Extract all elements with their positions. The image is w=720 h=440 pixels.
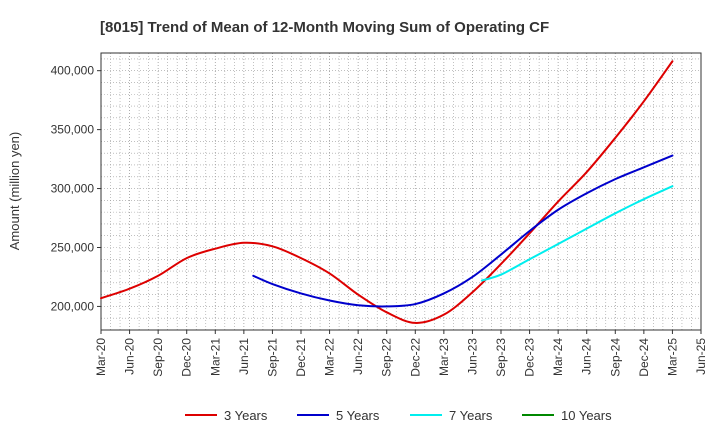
x-tick-label: Mar-23 — [437, 338, 451, 376]
x-tick-label: Jun-23 — [465, 338, 479, 375]
x-tick-label: Dec-21 — [294, 338, 308, 377]
legend-label-7-years: 7 Years — [449, 408, 493, 423]
chart-title: [8015] Trend of Mean of 12-Month Moving … — [100, 19, 549, 36]
x-tick-label: Mar-25 — [665, 338, 679, 376]
x-tick-label: Jun-20 — [123, 338, 137, 375]
legend-label-5-years: 5 Years — [336, 408, 380, 423]
y-tick-label: 200,000 — [51, 299, 95, 313]
x-tick-label: Sep-21 — [265, 338, 279, 377]
x-tick-label: Sep-22 — [380, 338, 394, 377]
x-tick-label: Mar-20 — [94, 338, 108, 376]
x-tick-label: Dec-23 — [523, 338, 537, 377]
series-line-7-years — [480, 185, 674, 282]
x-tick-label: Jun-22 — [351, 338, 365, 375]
plot-area: 200,000 250,000 300,000 350,000 400,000 Mar-2… — [51, 52, 708, 377]
legend-label-3-years: 3 Years — [224, 408, 268, 423]
y-tick-label: 300,000 — [51, 182, 95, 196]
x-tick-label: Mar-22 — [323, 338, 337, 376]
y-tick-label: 350,000 — [51, 123, 95, 137]
y-tick-label: 250,000 — [51, 240, 95, 254]
y-axis-title: Amount (million yen) — [7, 132, 22, 251]
x-tick-label: Dec-20 — [180, 338, 194, 377]
legend: 3 Years 5 Years 7 Years 10 Years — [185, 408, 612, 423]
y-tick-label: 400,000 — [51, 64, 95, 78]
x-tick-label: Jun-25 — [694, 338, 708, 375]
legend-label-10-years: 10 Years — [561, 408, 612, 423]
x-tick-label: Sep-24 — [608, 338, 622, 377]
x-tick-label: Dec-24 — [637, 338, 651, 377]
x-tick-label: Mar-24 — [551, 338, 565, 376]
x-tick-label: Sep-23 — [494, 338, 508, 377]
x-tick-label: Mar-21 — [208, 338, 222, 376]
plot-frame — [100, 52, 702, 331]
x-tick-label: Sep-20 — [151, 338, 165, 377]
x-tick-label: Jun-24 — [580, 338, 594, 375]
plot-background — [101, 53, 701, 330]
series-line-5-years — [252, 154, 674, 308]
series-line-3-years — [100, 60, 674, 324]
x-tick-label: Dec-22 — [408, 338, 422, 377]
x-tick-label: Jun-21 — [237, 338, 251, 375]
